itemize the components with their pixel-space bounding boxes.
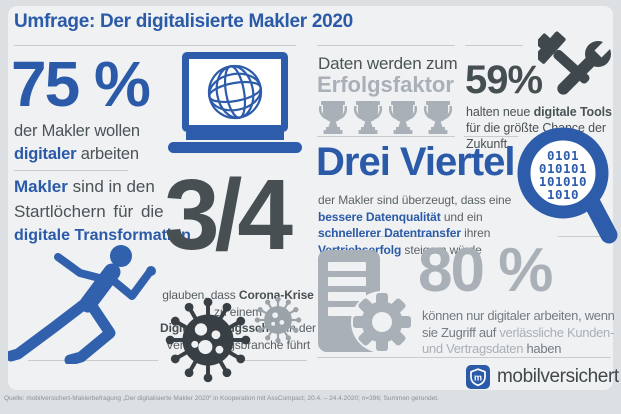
startloecher-line2: Startlöchern für die xyxy=(14,202,164,221)
trophy-icon xyxy=(353,101,383,134)
drei-viertel-heading: Drei Viertel xyxy=(316,140,515,184)
divider xyxy=(28,360,158,361)
trophy-icon xyxy=(388,101,418,134)
virus-icon-light xyxy=(254,296,302,344)
para-segment: können nur digitaler arbeiten, wenn sie … xyxy=(422,308,615,340)
para-segment: ihren xyxy=(460,226,491,240)
binary-line: 101010 xyxy=(539,174,587,189)
erfolgsfaktor-line2: Erfolgsfaktor xyxy=(317,72,454,97)
stat-75-caption-line2: digitaler arbeiten xyxy=(14,145,139,164)
trophy-icon xyxy=(423,101,453,134)
hammer-wrench-icon xyxy=(538,31,614,95)
trophy-icon xyxy=(318,101,348,134)
virus-icon-dark xyxy=(165,297,251,383)
brand-logo: m mobilversichert xyxy=(466,365,619,389)
para-segment: steigern würde xyxy=(401,242,482,257)
divider xyxy=(317,136,455,137)
magnifier-binary-icon: 0101 010101 101010 1010 xyxy=(517,127,618,244)
stat-59-value: 59% xyxy=(465,58,543,102)
stat-80-caption: können nur digitaler arbeiten, wenn sie … xyxy=(422,308,621,358)
divider xyxy=(558,236,612,237)
caption-pre: halten neue xyxy=(466,105,534,119)
stat-75-value: 75 % xyxy=(11,48,151,120)
divider xyxy=(465,45,523,46)
stat-80-value: 80 % xyxy=(418,236,553,305)
binary-line: 010101 xyxy=(539,161,587,176)
divider xyxy=(14,170,128,171)
laptop-globe-icon xyxy=(168,52,302,153)
trophy-row xyxy=(316,99,455,135)
svg-text:m: m xyxy=(474,373,482,383)
highlight-datentransfer: schnellerer Datentransfer xyxy=(318,226,461,240)
divider xyxy=(243,360,307,361)
erfolgsfaktor-line1: Daten werden zum xyxy=(318,54,458,73)
page-title: Umfrage: Der digitalisierte Makler 2020 xyxy=(14,11,353,32)
startloecher-line1: Makler sind in den xyxy=(14,177,155,197)
divider xyxy=(464,136,518,137)
binary-line: 0101 xyxy=(547,148,579,163)
para-segment: haben xyxy=(523,341,562,356)
runner-icon xyxy=(8,245,156,364)
divider xyxy=(317,236,457,237)
divider xyxy=(14,45,296,46)
para-segment: glauben, dass xyxy=(162,288,239,302)
startloecher-line3: digitale Transformation xyxy=(14,227,191,244)
highlight-digitaler: digitaler xyxy=(14,145,77,163)
line-rest: sind in den xyxy=(67,177,155,196)
brand-logo-text: mobilversichert xyxy=(497,366,619,387)
document-gear-icon xyxy=(318,250,412,353)
caption-rest: arbeiten xyxy=(76,145,139,163)
source-line: Quelle: mobilversichert-Maklerbefragung … xyxy=(4,395,439,402)
divider xyxy=(317,357,611,358)
highlight-corona-krise: Corona-Krise xyxy=(238,288,314,302)
divider xyxy=(317,45,455,46)
highlight-datenqualitaet: bessere Datenqualität xyxy=(318,209,441,224)
highlight-kundendaten: verlässliche Kunden- und Vertragsdaten xyxy=(422,324,615,357)
stat-75-caption-line1: der Makler wollen xyxy=(14,122,140,140)
stat-34-value: 3/4 xyxy=(164,159,293,271)
shield-logo-icon: m xyxy=(466,365,490,389)
highlight-digitale-tools: digitale Tools xyxy=(533,105,612,119)
binary-line: 1010 xyxy=(547,187,579,202)
stat-59-caption: halten neue digitale Tools für die größt… xyxy=(466,104,621,152)
highlight-makler: Makler xyxy=(14,177,68,196)
para-segment: und ein xyxy=(440,209,483,224)
para-segment: der Makler sind überzeugt, dass eine xyxy=(318,193,512,207)
